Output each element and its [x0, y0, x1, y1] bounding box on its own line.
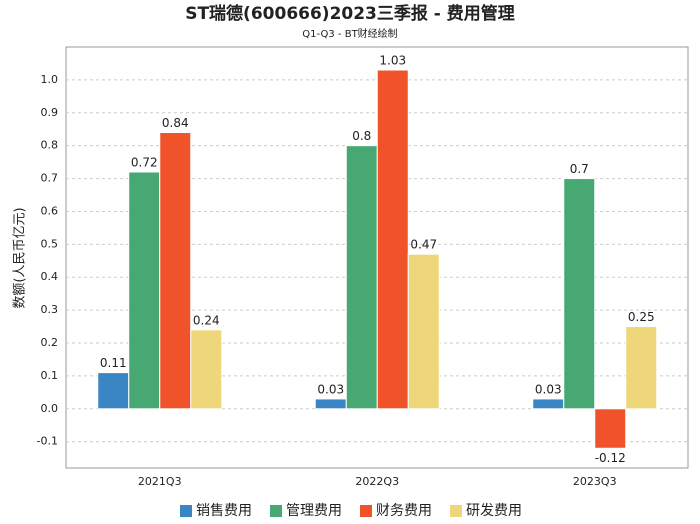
legend-label: 管理费用: [286, 503, 342, 519]
y-tick-label: 0.9: [41, 106, 59, 119]
y-tick-label: 0.3: [41, 303, 59, 316]
bar: [159, 132, 192, 410]
data-label: 0.84: [162, 116, 189, 130]
y-tick-label: 0.2: [41, 336, 59, 349]
bar: [314, 398, 347, 410]
data-label: 0.25: [628, 310, 655, 324]
chart-subtitle: Q1-Q3 - BT财经绘制: [302, 27, 397, 40]
bar: [345, 145, 378, 410]
bar: [563, 178, 596, 410]
y-tick-label: 0.5: [41, 237, 59, 250]
data-label: 0.11: [100, 356, 127, 370]
data-label: 0.03: [535, 382, 562, 396]
y-axis-label: 数额(人民币亿元): [13, 207, 28, 308]
data-label: 0.24: [193, 313, 220, 327]
x-tick-label: 2023Q3: [573, 475, 617, 488]
y-tick-label: 1.0: [41, 73, 59, 86]
bar: [407, 253, 440, 410]
bar: [97, 372, 130, 410]
bar: [625, 326, 658, 410]
bar: [128, 171, 161, 410]
plot-frame: [65, 46, 689, 469]
y-tick-label: 0.1: [41, 369, 59, 382]
y-tick-label: 0.0: [41, 402, 59, 415]
data-label: 1.03: [379, 54, 406, 68]
bar: [190, 329, 223, 410]
legend-label: 研发费用: [466, 503, 522, 519]
legend-swatch: [360, 505, 372, 517]
data-label: 0.7: [570, 162, 589, 176]
y-tick-label: 0.8: [41, 139, 59, 152]
data-label: 0.8: [352, 129, 371, 143]
bar: [532, 398, 565, 410]
bar: [594, 408, 627, 449]
data-label: 0.47: [410, 238, 437, 252]
chart-title: ST瑞德(600666)2023三季报 - 费用管理: [185, 3, 515, 24]
y-tick-label: 0.7: [41, 172, 59, 185]
legend-swatch: [270, 505, 282, 517]
y-tick-label: 0.4: [41, 270, 59, 283]
data-label: 0.72: [131, 155, 158, 169]
data-label: -0.12: [595, 451, 626, 465]
legend-swatch: [180, 505, 192, 517]
y-tick-label: 0.6: [41, 204, 59, 217]
data-label: 0.03: [317, 382, 344, 396]
x-tick-label: 2021Q3: [138, 475, 182, 488]
legend-swatch: [450, 505, 462, 517]
legend-label: 财务费用: [376, 503, 432, 519]
x-tick-label: 2022Q3: [355, 475, 399, 488]
y-tick-label: -0.1: [37, 435, 58, 448]
legend-label: 销售费用: [196, 503, 252, 519]
bar: [376, 69, 409, 410]
